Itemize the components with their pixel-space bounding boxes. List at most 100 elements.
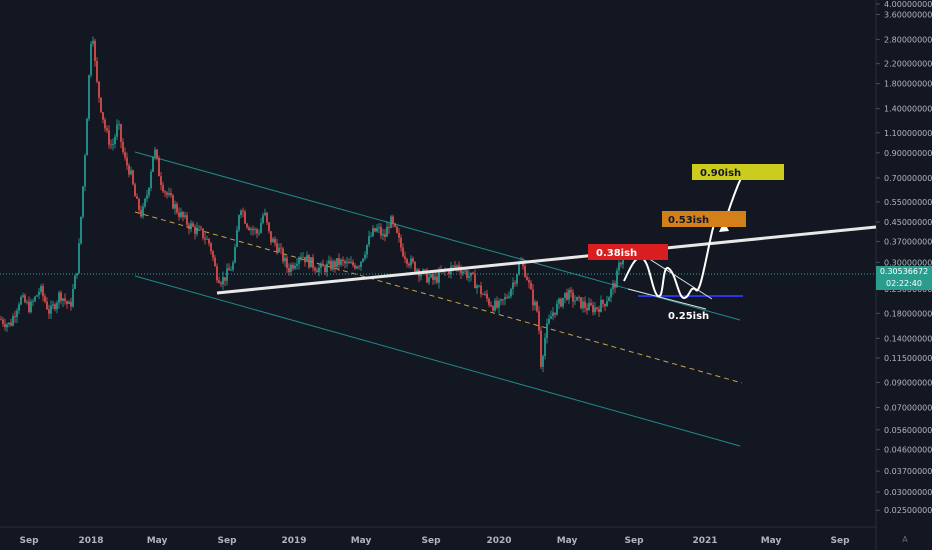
candle-body [242,210,244,212]
candle-body [46,301,48,310]
candle-body [588,303,590,311]
candle-body [488,298,490,305]
candle-body [202,228,204,239]
target-box-053 [662,211,746,227]
candle-body [394,223,396,227]
time-axis[interactable]: Sep 2018 May Sep 2019 May Sep 2020 May Sep 2021 May… [19,536,850,546]
candle-body [410,258,412,266]
candle-body [134,184,136,197]
countdown-timer: 02:22:40 [886,279,922,288]
candle-body [574,300,576,302]
candle-body [474,274,476,289]
candle-body [496,300,498,308]
candle-body [176,204,178,213]
candle-body [66,301,68,304]
candle-body [360,261,362,267]
time-tick-label: Sep [217,536,237,546]
candle-body [456,265,458,268]
candle-body [72,288,74,307]
candle-body [184,215,186,217]
candle-body [100,97,102,113]
candle-body [462,271,464,274]
candle-body [112,144,114,145]
candle-body [300,256,302,258]
price-tick-label: 0.09000000 [884,378,932,387]
candle-body [486,293,488,299]
price-tick-label: 3.60000000 [884,11,932,20]
candle-body [536,301,538,312]
candle-body [298,257,300,264]
candle-body [470,272,472,277]
candle-body [510,288,512,297]
price-tick-label: 0.03700000 [884,467,932,476]
candle-body [136,196,138,199]
candle-body [232,262,234,270]
candle-body [216,266,218,281]
candle-body [348,261,350,264]
price-tick-label: 0.02500000 [884,506,932,515]
candle-body [186,215,188,225]
candle-body [26,301,28,303]
candle-body [6,324,8,328]
candle-body [150,171,152,188]
candle-body [124,152,126,158]
candle-body [378,227,380,229]
candle-body [236,229,238,248]
candle-body [504,297,506,300]
candle-body [576,296,578,301]
candle-body [512,282,514,289]
candle-body [192,223,194,227]
candle-body [294,265,296,269]
target-box-090 [692,164,784,180]
target-label-025: 0.25ish [668,311,709,322]
price-tick-label: 0.04600000 [884,445,932,454]
candle-body [436,276,438,283]
price-tick-label: 0.45000000 [884,218,932,227]
candle-body [594,307,596,313]
price-axis[interactable]: 4.00000000 3.60000000 2.80000000 2.20000000… [876,0,932,515]
candle-body [386,226,388,237]
candle-body [544,337,546,357]
candle-body [28,301,30,313]
price-tick-label: 1.10000000 [884,129,932,138]
candle-body [548,318,550,324]
candle-body [552,312,554,317]
candle-body [322,263,324,267]
candle-body [200,227,202,229]
time-tick-label: May [351,536,372,546]
candle-body [54,304,56,310]
candle-body [302,256,304,258]
current-price-badge: 0.30536672 02:22:40 [876,266,932,290]
candle-body [428,277,430,283]
candle-body [454,265,456,268]
candle-body [606,301,608,307]
candle-body [380,227,382,236]
candle-body [266,212,268,223]
candle-body [538,311,540,331]
candle-body [16,310,18,318]
time-tick-label: Sep [624,536,644,546]
candle-body [570,290,572,293]
candle-body [282,248,284,262]
candle-body [318,267,320,273]
candle-body [494,300,496,311]
candle-body [596,307,598,309]
candle-body [498,301,500,308]
candle-body [122,142,124,153]
candle-body [330,260,332,270]
auto-scale-button[interactable]: A [902,535,908,544]
candle-body [60,292,62,301]
candle-body [314,267,316,271]
candle-body [492,306,494,311]
plot-area [0,0,876,550]
candle-body [8,322,10,325]
candle-body [208,238,210,244]
candle-body [118,124,120,125]
candle-body [578,296,580,298]
price-tick-label: 0.37000000 [884,237,932,246]
candle-body [56,302,58,310]
candle-body [220,282,222,285]
candle-body [164,191,166,193]
target-label-038: 0.38ish [596,248,637,259]
